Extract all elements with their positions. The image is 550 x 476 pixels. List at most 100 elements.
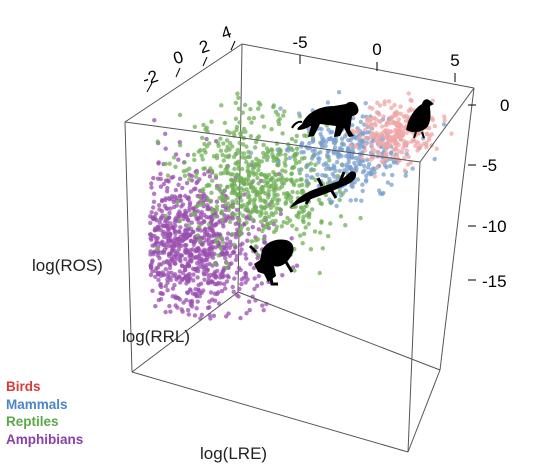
point-reptiles bbox=[303, 225, 308, 230]
point-mammals bbox=[432, 156, 437, 162]
point-reptiles bbox=[281, 220, 286, 225]
point-birds bbox=[385, 132, 391, 137]
point-reptiles bbox=[229, 182, 234, 188]
point-reptiles bbox=[308, 247, 314, 252]
point-amphibians bbox=[208, 272, 213, 278]
point-reptiles bbox=[271, 180, 276, 186]
point-mammals bbox=[332, 137, 338, 143]
point-amphibians bbox=[164, 189, 170, 194]
point-birds bbox=[388, 115, 394, 120]
point-mammals bbox=[325, 100, 331, 105]
point-reptiles bbox=[255, 237, 261, 242]
point-amphibians bbox=[216, 301, 222, 306]
point-mammals bbox=[320, 144, 325, 149]
point-mammals bbox=[336, 151, 341, 156]
point-reptiles bbox=[214, 185, 220, 191]
point-amphibians bbox=[153, 304, 158, 309]
point-amphibians bbox=[167, 265, 173, 271]
point-amphibians bbox=[194, 306, 199, 311]
point-amphibians bbox=[223, 255, 228, 261]
point-reptiles bbox=[283, 156, 289, 162]
point-reptiles bbox=[277, 116, 282, 122]
point-reptiles bbox=[249, 239, 255, 244]
point-amphibians bbox=[179, 307, 184, 312]
point-reptiles bbox=[230, 199, 235, 204]
point-mammals bbox=[350, 155, 355, 160]
point-amphibians bbox=[195, 275, 200, 280]
point-mammals bbox=[307, 141, 312, 146]
point-reptiles bbox=[203, 150, 208, 155]
point-amphibians bbox=[162, 234, 167, 240]
point-reptiles bbox=[294, 178, 299, 183]
point-birds bbox=[385, 143, 390, 148]
point-reptiles bbox=[204, 183, 209, 189]
point-birds bbox=[385, 120, 390, 125]
point-reptiles bbox=[234, 197, 239, 202]
point-birds bbox=[406, 91, 411, 96]
point-reptiles bbox=[260, 189, 266, 195]
point-reptiles bbox=[328, 221, 333, 226]
point-mammals bbox=[323, 161, 328, 166]
point-amphibians bbox=[196, 220, 201, 225]
point-reptiles bbox=[235, 172, 240, 177]
point-birds bbox=[404, 114, 410, 119]
point-mammals bbox=[359, 198, 364, 203]
point-birds bbox=[392, 147, 398, 152]
point-reptiles bbox=[289, 177, 294, 182]
point-reptiles bbox=[319, 220, 324, 225]
point-mammals bbox=[353, 136, 359, 141]
point-birds bbox=[424, 142, 429, 148]
point-reptiles bbox=[317, 270, 322, 276]
point-mammals bbox=[441, 122, 447, 127]
point-reptiles bbox=[297, 183, 302, 188]
point-amphibians bbox=[208, 290, 214, 295]
point-amphibians bbox=[154, 218, 159, 223]
point-amphibians bbox=[188, 258, 194, 263]
point-mammals bbox=[350, 115, 356, 121]
point-birds bbox=[368, 134, 373, 139]
point-reptiles bbox=[260, 228, 265, 234]
point-amphibians bbox=[162, 243, 167, 248]
point-amphibians bbox=[187, 172, 192, 177]
point-reptiles bbox=[283, 200, 289, 205]
point-amphibians bbox=[207, 215, 212, 220]
point-amphibians bbox=[160, 270, 165, 275]
point-reptiles bbox=[182, 160, 187, 165]
point-reptiles bbox=[285, 220, 290, 226]
point-mammals bbox=[287, 155, 292, 161]
point-reptiles bbox=[252, 197, 258, 202]
point-reptiles bbox=[215, 236, 220, 241]
point-amphibians bbox=[192, 313, 198, 318]
point-amphibians bbox=[177, 297, 183, 302]
point-reptiles bbox=[225, 166, 230, 171]
point-reptiles bbox=[240, 166, 245, 172]
point-reptiles bbox=[307, 210, 312, 216]
point-amphibians bbox=[226, 231, 231, 236]
point-amphibians bbox=[248, 261, 253, 267]
point-reptiles bbox=[246, 195, 251, 200]
point-reptiles bbox=[243, 207, 248, 212]
point-reptiles bbox=[220, 240, 226, 245]
point-reptiles bbox=[270, 175, 275, 180]
point-reptiles bbox=[245, 164, 251, 170]
point-amphibians bbox=[213, 274, 219, 280]
point-amphibians bbox=[209, 245, 214, 250]
point-reptiles bbox=[297, 159, 302, 165]
point-amphibians bbox=[183, 193, 188, 199]
point-reptiles bbox=[266, 185, 272, 190]
point-mammals bbox=[324, 166, 329, 172]
point-reptiles bbox=[279, 224, 284, 229]
point-reptiles bbox=[263, 200, 268, 205]
point-birds bbox=[389, 137, 394, 143]
point-mammals bbox=[315, 172, 320, 177]
z-tick-label: -15 bbox=[482, 272, 507, 291]
point-amphibians bbox=[177, 269, 182, 274]
point-mammals bbox=[310, 148, 315, 153]
point-birds bbox=[348, 143, 353, 148]
point-amphibians bbox=[186, 196, 191, 202]
point-birds bbox=[373, 123, 378, 128]
point-reptiles bbox=[269, 199, 274, 205]
point-amphibians bbox=[167, 210, 172, 216]
point-reptiles bbox=[253, 163, 258, 168]
point-reptiles bbox=[241, 126, 247, 132]
